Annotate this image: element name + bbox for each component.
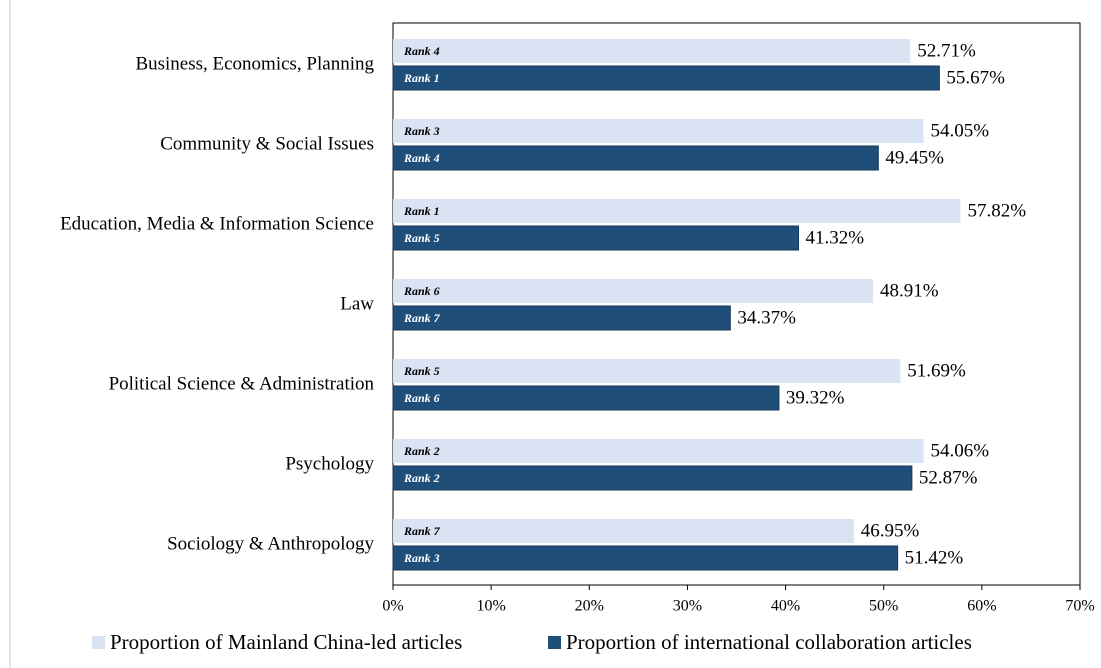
category-label: Law — [340, 293, 374, 314]
x-tick-label: 50% — [869, 598, 898, 615]
bar — [392, 465, 913, 491]
x-tick-label: 30% — [673, 598, 702, 615]
x-tick-label: 70% — [1065, 598, 1094, 615]
value-label: 46.95% — [861, 520, 920, 541]
value-label: 54.06% — [931, 440, 990, 461]
legend-label: Proportion of international collaboratio… — [566, 630, 972, 654]
rank-label: Rank 7 — [403, 311, 441, 325]
value-label: 39.32% — [786, 387, 845, 408]
bar — [392, 225, 800, 251]
rank-label: Rank 3 — [403, 551, 440, 565]
bar — [393, 279, 874, 303]
x-tick-label: 60% — [967, 598, 996, 615]
rank-label: Rank 5 — [403, 364, 440, 378]
category-label: Business, Economics, Planning — [135, 53, 374, 74]
bar — [392, 305, 731, 331]
value-label: 34.37% — [737, 307, 796, 328]
bar — [393, 359, 901, 383]
rank-label: Rank 5 — [403, 231, 440, 245]
rank-label: Rank 6 — [403, 391, 440, 405]
bar — [392, 545, 899, 571]
value-label: 57.82% — [967, 200, 1026, 221]
category-label: Education, Media & Information Science — [60, 213, 374, 234]
category-label: Community & Social Issues — [160, 133, 374, 154]
category-label: Sociology & Anthropology — [167, 533, 374, 554]
value-label: 51.42% — [905, 547, 964, 568]
plot-frame — [392, 22, 1081, 586]
rank-label: Rank 2 — [403, 444, 440, 458]
category-label: Psychology — [285, 453, 374, 474]
x-tick-label: 40% — [771, 598, 800, 615]
bar — [393, 119, 924, 143]
value-label: 55.67% — [946, 67, 1005, 88]
bar — [392, 145, 879, 171]
x-tick-label: 10% — [476, 598, 505, 615]
bar — [392, 385, 780, 411]
value-label: 41.32% — [806, 227, 865, 248]
bar — [392, 65, 940, 91]
bar — [393, 39, 911, 63]
value-label: 52.71% — [917, 40, 976, 61]
rank-label: Rank 4 — [403, 151, 440, 165]
bar — [393, 519, 854, 543]
x-tick-label: 0% — [382, 598, 403, 615]
legend-swatch — [548, 636, 561, 649]
rank-label: Rank 1 — [403, 204, 440, 218]
value-label: 52.87% — [919, 467, 978, 488]
value-label: 54.05% — [930, 120, 989, 141]
category-label: Political Science & Administration — [109, 373, 375, 394]
value-label: 49.45% — [885, 147, 944, 168]
bar — [393, 439, 924, 463]
value-label: 48.91% — [880, 280, 939, 301]
rank-label: Rank 7 — [403, 524, 441, 538]
rank-label: Rank 6 — [403, 284, 440, 298]
rank-label: Rank 2 — [403, 471, 440, 485]
rank-label: Rank 4 — [403, 44, 440, 58]
rank-label: Rank 1 — [403, 71, 440, 85]
legend-swatch — [92, 636, 105, 649]
legend-label: Proportion of Mainland China-led article… — [110, 630, 462, 654]
bar — [393, 199, 961, 223]
value-label: 51.69% — [907, 360, 966, 381]
rank-label: Rank 3 — [403, 124, 440, 138]
x-tick-label: 20% — [575, 598, 604, 615]
